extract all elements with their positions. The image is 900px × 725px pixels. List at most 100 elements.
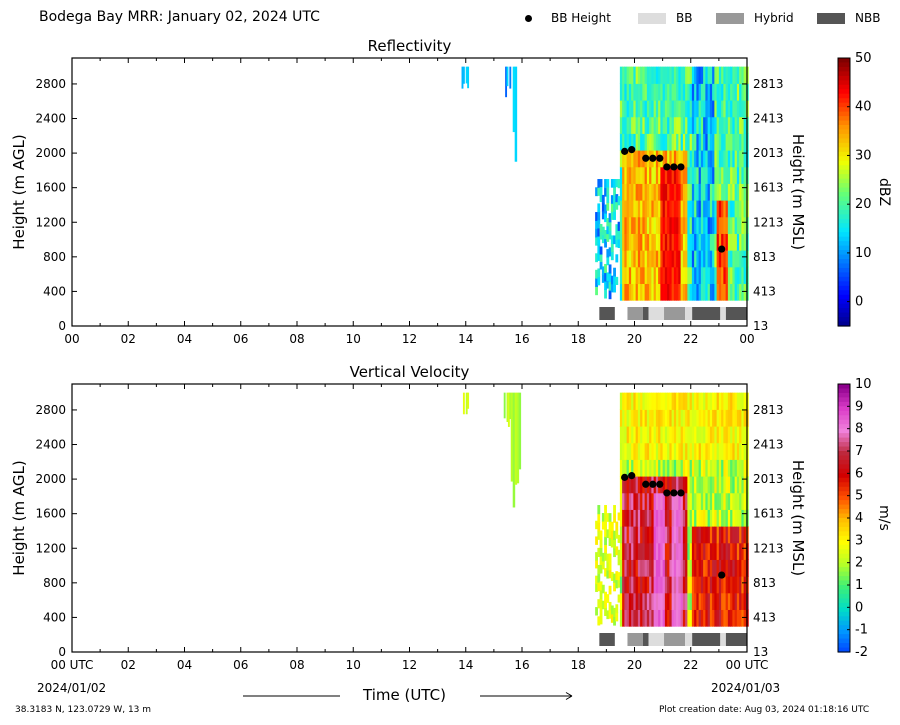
- start-date: 2024/01/02: [37, 681, 107, 695]
- heatmap-cell: [658, 559, 661, 577]
- heatmap-cell: [597, 522, 601, 532]
- heatmap-cell: [658, 166, 661, 184]
- heatmap-cell: [680, 116, 684, 134]
- heatmap-cell: [649, 66, 652, 84]
- vv-bb-height-point: [663, 489, 671, 497]
- vv-colorbar-swatch: [838, 625, 850, 631]
- heatmap-cell: [678, 442, 682, 460]
- heatmap-cell: [635, 183, 639, 201]
- y-right-tick-label: 1613: [753, 507, 784, 521]
- heatmap-cell: [655, 425, 659, 444]
- heatmap-cell: [617, 230, 621, 240]
- heatmap-cell: [723, 233, 727, 251]
- heatmap-cell: [741, 409, 745, 427]
- heatmap-cell: [703, 459, 706, 477]
- heatmap-cell: [739, 183, 742, 201]
- heatmap-cell: [635, 266, 639, 284]
- heatmap-cell: [691, 409, 695, 427]
- heatmap-cell: [642, 283, 646, 301]
- heatmap-cell: [680, 166, 684, 184]
- heatmap-cell: [716, 392, 720, 410]
- heatmap-cell: [732, 392, 736, 410]
- heatmap-cell: [676, 99, 679, 118]
- heatmap-cell: [601, 210, 605, 220]
- heatmap-cell: [624, 116, 628, 134]
- heatmap-cell: [714, 133, 718, 151]
- refl-bb-height-point: [649, 154, 657, 162]
- heatmap-cell: [617, 549, 621, 558]
- heatmap-cell: [635, 216, 639, 234]
- vv-colorbar-swatch: [838, 397, 850, 403]
- heatmap-cell: [676, 542, 679, 560]
- heatmap-cell: [619, 542, 623, 560]
- heatmap-cell: [680, 250, 684, 268]
- heatmap-cell: [633, 526, 637, 544]
- heatmap-cell: [608, 601, 612, 611]
- heatmap-cell: [714, 559, 718, 577]
- heatmap-cell: [619, 66, 623, 84]
- heatmap-cell: [709, 150, 713, 168]
- heatmap-cell: [604, 528, 607, 538]
- heatmap-cell: [698, 216, 702, 234]
- heatmap-cell: [732, 83, 736, 101]
- heatmap-cell: [682, 476, 686, 494]
- heatmap-cell: [682, 425, 686, 444]
- heatmap-cell: [653, 459, 657, 477]
- vv-colorbar-swatch: [838, 401, 850, 407]
- heatmap-cell: [626, 526, 630, 544]
- refl-colorbar-swatch: [838, 93, 850, 99]
- heatmap-cell: [700, 609, 704, 627]
- heatmap-cell: [721, 459, 724, 477]
- heatmap-cell: [712, 492, 715, 510]
- heatmap-cell: [730, 592, 733, 610]
- vv-colorbar-swatch: [838, 518, 850, 524]
- heatmap-cell: [640, 576, 643, 594]
- heatmap-cell: [723, 99, 727, 118]
- heatmap-cell: [671, 200, 675, 218]
- vv-colorbar-swatch: [838, 477, 850, 483]
- heatmap-cell: [727, 216, 731, 234]
- heatmap-cell: [631, 166, 634, 184]
- vv-colorbar-swatch: [838, 451, 850, 457]
- heatmap-cell: [698, 509, 702, 527]
- heatmap-cell: [608, 585, 612, 595]
- heatmap-cell: [718, 233, 722, 251]
- heatmap-cell: [680, 66, 684, 84]
- heatmap-cell: [716, 266, 720, 284]
- heatmap-cell: [741, 459, 745, 477]
- heatmap-cell: [739, 99, 742, 118]
- heatmap-cell: [709, 250, 713, 268]
- heatmap-cell: [655, 83, 659, 101]
- heatmap-cell: [691, 250, 695, 268]
- heatmap-cell: [714, 409, 718, 427]
- heatmap-cell: [680, 409, 684, 427]
- heatmap-cell: [673, 99, 677, 118]
- heatmap-cell: [660, 183, 664, 201]
- heatmap-cell: [637, 250, 641, 268]
- heatmap-cell: [610, 195, 614, 204]
- heatmap-cell: [725, 66, 729, 84]
- heatmap-cell: [613, 616, 616, 626]
- heatmap-cell: [615, 521, 619, 531]
- heatmap-cell: [601, 226, 605, 236]
- x-tick-label: 02: [121, 332, 136, 346]
- heatmap-cell: [743, 83, 747, 101]
- heatmap-cell: [730, 392, 733, 410]
- heatmap-cell: [597, 582, 601, 592]
- heatmap-cell: [633, 83, 637, 101]
- heatmap-cell: [732, 250, 736, 268]
- vv-colorbar-swatch: [838, 562, 850, 568]
- heatmap-cell: [604, 204, 607, 214]
- heatmap-cell: [725, 492, 729, 510]
- heatmap-cell: [622, 592, 625, 610]
- heatmap-cell: [716, 442, 720, 460]
- heatmap-cell: [606, 553, 610, 563]
- heatmap-cell: [707, 526, 711, 544]
- heatmap-cell: [741, 492, 745, 510]
- heatmap-cell: [669, 183, 673, 201]
- heatmap-cell: [628, 392, 632, 410]
- heatmap-cell: [687, 66, 691, 84]
- heatmap-cell: [730, 459, 733, 477]
- heatmap-cell: [741, 609, 745, 627]
- heatmap-cell: [646, 442, 650, 460]
